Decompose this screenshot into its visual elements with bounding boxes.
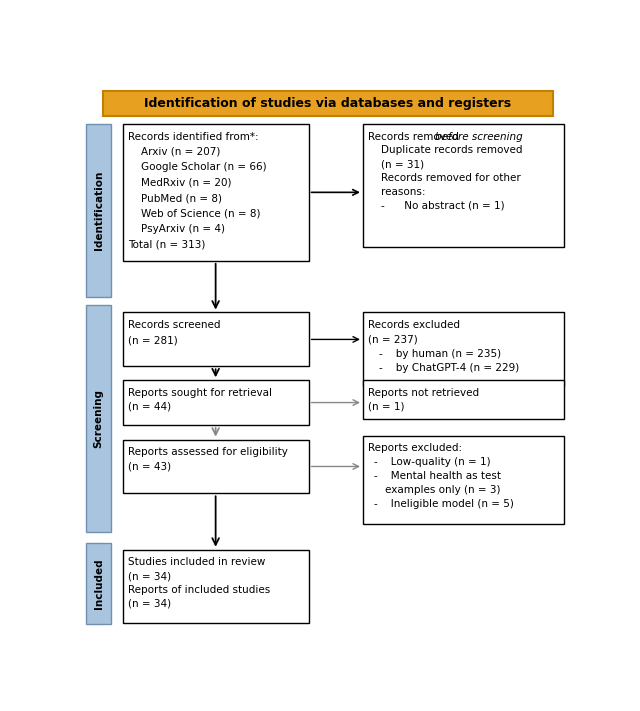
Text: (n = 1): (n = 1) (368, 402, 405, 412)
FancyBboxPatch shape (86, 543, 111, 624)
FancyBboxPatch shape (363, 436, 564, 524)
Text: Duplicate records removed: Duplicate records removed (368, 145, 523, 156)
Text: (n = 237): (n = 237) (368, 334, 418, 344)
Text: Identification: Identification (93, 171, 104, 250)
Text: (n = 34): (n = 34) (128, 599, 171, 609)
FancyBboxPatch shape (123, 380, 308, 425)
Text: (n = 34): (n = 34) (128, 571, 171, 581)
Text: Records removed for other: Records removed for other (368, 173, 521, 183)
Text: examples only (n = 3): examples only (n = 3) (385, 485, 500, 495)
FancyBboxPatch shape (123, 550, 308, 623)
Text: (n = 31): (n = 31) (368, 159, 424, 169)
FancyBboxPatch shape (86, 305, 111, 532)
Text: -    by ChatGPT-4 (n = 229): - by ChatGPT-4 (n = 229) (379, 363, 520, 373)
Text: Records identified from*:: Records identified from*: (128, 132, 259, 141)
Text: PsyArxiv (n = 4): PsyArxiv (n = 4) (128, 224, 225, 234)
Text: reasons:: reasons: (368, 187, 426, 197)
Text: -    Ineligible model (n = 5): - Ineligible model (n = 5) (374, 499, 514, 509)
FancyBboxPatch shape (103, 92, 553, 116)
Text: Reports sought for retrieval: Reports sought for retrieval (128, 388, 272, 398)
FancyBboxPatch shape (363, 124, 564, 247)
Text: before screening: before screening (435, 132, 523, 141)
Text: Screening: Screening (93, 389, 104, 448)
Text: Included: Included (93, 559, 104, 609)
Text: (n = 43): (n = 43) (128, 461, 171, 471)
Text: Total (n = 313): Total (n = 313) (128, 240, 205, 250)
FancyBboxPatch shape (363, 380, 564, 419)
Text: PubMed (n = 8): PubMed (n = 8) (128, 193, 222, 203)
FancyBboxPatch shape (123, 439, 308, 493)
Text: -    by human (n = 235): - by human (n = 235) (379, 348, 501, 358)
Text: (n = 44): (n = 44) (128, 402, 171, 412)
FancyBboxPatch shape (86, 124, 111, 297)
Text: -      No abstract (n = 1): - No abstract (n = 1) (368, 201, 505, 211)
Text: Records excluded: Records excluded (368, 320, 460, 330)
Text: Records screened: Records screened (128, 320, 221, 330)
Text: Web of Science (n = 8): Web of Science (n = 8) (128, 208, 260, 218)
FancyBboxPatch shape (363, 312, 564, 385)
Text: Google Scholar (n = 66): Google Scholar (n = 66) (128, 162, 267, 172)
Text: Identification of studies via databases and registers: Identification of studies via databases … (145, 97, 511, 110)
FancyBboxPatch shape (123, 124, 308, 261)
Text: Records removed: Records removed (368, 132, 463, 141)
Text: Reports assessed for eligibility: Reports assessed for eligibility (128, 447, 288, 457)
Text: Reports not retrieved: Reports not retrieved (368, 388, 479, 398)
Text: Reports excluded:: Reports excluded: (368, 444, 463, 454)
Text: (n = 281): (n = 281) (128, 336, 178, 346)
Text: -    Mental health as test: - Mental health as test (374, 471, 500, 481)
FancyBboxPatch shape (123, 312, 308, 366)
Text: MedRxiv (n = 20): MedRxiv (n = 20) (128, 178, 232, 188)
Text: Studies included in review: Studies included in review (128, 557, 266, 567)
Text: Arxiv (n = 207): Arxiv (n = 207) (128, 147, 220, 157)
Text: Reports of included studies: Reports of included studies (128, 585, 270, 595)
Text: :: : (493, 132, 497, 141)
Text: -    Low-quality (n = 1): - Low-quality (n = 1) (374, 457, 490, 467)
